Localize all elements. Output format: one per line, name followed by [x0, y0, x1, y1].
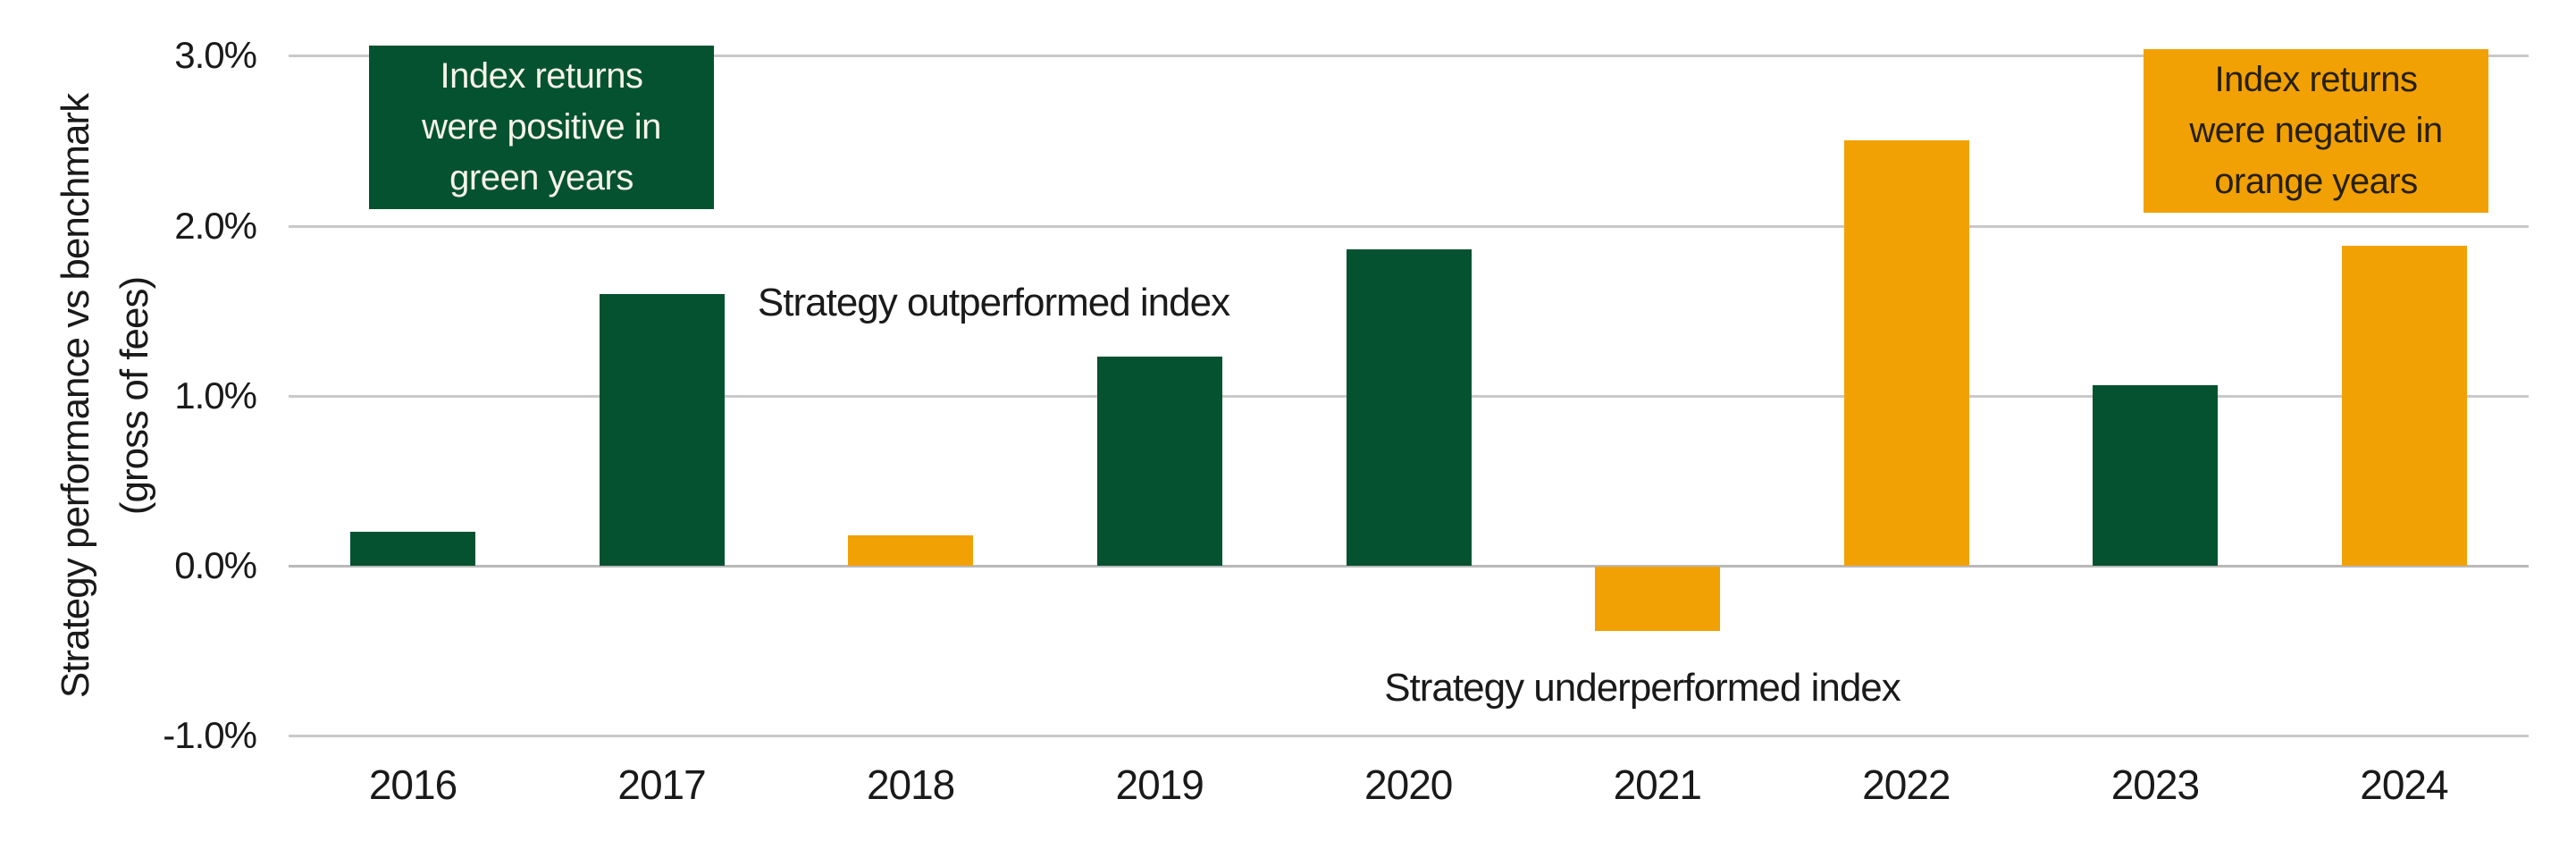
gridline--1.0% — [289, 735, 2529, 738]
y-tick-label-2.0%: 2.0% — [174, 204, 257, 247]
bar-2020 — [1346, 249, 1472, 566]
y-tick-label--1.0%: -1.0% — [163, 714, 257, 757]
x-axis-label-2021: 2021 — [1613, 761, 1702, 808]
x-axis-label-2019: 2019 — [1115, 761, 1204, 808]
annotation-box-index-positive: Index returns were positive in green yea… — [369, 46, 714, 209]
x-axis-label-2023: 2023 — [2110, 761, 2200, 808]
y-tick-label-0.0%: 0.0% — [174, 544, 257, 586]
x-axis-label-2022: 2022 — [1862, 761, 1951, 808]
bar-2024 — [2341, 246, 2467, 566]
y-tick-label-1.0%: 1.0% — [174, 374, 257, 416]
gridline-3.0% — [289, 55, 2529, 58]
x-axis-label-2017: 2017 — [617, 761, 706, 808]
bar-2017 — [599, 293, 725, 566]
bar-2018 — [848, 534, 974, 566]
y-tick-label-3.0%: 3.0% — [174, 34, 257, 77]
bar-2021 — [1595, 567, 1721, 632]
annotation-underperformed-label: Strategy underperformed index — [1384, 666, 1901, 710]
x-axis-label-2024: 2024 — [2360, 761, 2448, 808]
bar-2019 — [1096, 356, 1222, 566]
bar-2016 — [350, 531, 476, 566]
gridline-2.0% — [289, 224, 2529, 228]
bar-2022 — [1843, 140, 1969, 566]
gridline-0.0% — [289, 565, 2529, 568]
annotation-box-index-negative: Index returns were negative in orange ye… — [2144, 49, 2488, 213]
x-axis-label-2020: 2020 — [1364, 761, 1453, 808]
bar-2023 — [2093, 385, 2219, 566]
x-axis-label-2016: 2016 — [368, 761, 457, 808]
annotation-outperformed-label: Strategy outperformed index — [757, 281, 1230, 324]
x-axis-label-2018: 2018 — [866, 761, 955, 808]
